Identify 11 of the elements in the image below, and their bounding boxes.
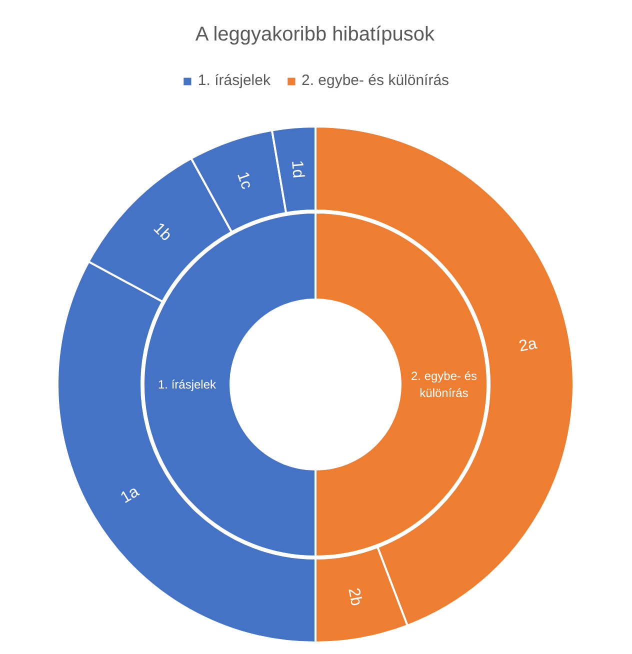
slice-label: 2a [518, 335, 538, 356]
slice-label: 1a [118, 483, 142, 507]
slice-label: 1c [233, 170, 256, 192]
chart-title: A leggyakoribb hibatípusok [195, 24, 436, 46]
slice-label: 1d [288, 160, 306, 179]
legend-label: 1. írásjelek [198, 72, 270, 89]
slice-label: 1b [150, 220, 175, 245]
legend-label: 2. egybe- és különírás [301, 72, 450, 89]
slice-label: 1. írásjelek [158, 378, 218, 392]
slice-label: 2. egybe- és különírás [410, 369, 478, 400]
slice-label: 2b [344, 586, 365, 608]
